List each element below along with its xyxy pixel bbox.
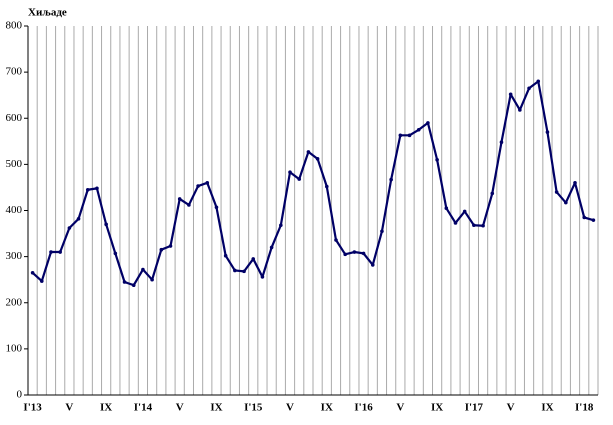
data-point (453, 221, 458, 225)
data-point (380, 229, 384, 234)
data-point (315, 157, 320, 161)
data-point (187, 203, 191, 207)
data-point (104, 222, 108, 227)
data-point (554, 190, 559, 194)
data-point (150, 277, 154, 282)
data-point (39, 279, 44, 283)
x-tick-label: IX (210, 402, 222, 414)
data-point (416, 127, 421, 132)
data-point (398, 133, 403, 138)
x-tick-label: V (396, 402, 404, 414)
data-point (361, 251, 366, 256)
data-point (499, 140, 504, 145)
data-point (76, 217, 81, 221)
y-tick-label: 300 (6, 250, 23, 262)
data-point (233, 268, 237, 273)
y-tick-label: 600 (6, 112, 23, 124)
x-tick-label: V (286, 402, 294, 414)
y-tick-label: 200 (6, 296, 23, 308)
data-point (279, 223, 283, 228)
data-point (242, 269, 246, 274)
data-point (49, 250, 53, 254)
data-point (177, 197, 182, 201)
data-point (58, 250, 62, 254)
data-point (352, 250, 357, 254)
x-tick-label: I'17 (465, 402, 484, 414)
data-point (168, 244, 173, 248)
y-axis-title: Хиљаде (28, 7, 67, 19)
data-point (444, 206, 449, 210)
x-tick-label: V (176, 402, 184, 414)
data-point (214, 205, 219, 210)
data-point (159, 247, 164, 252)
x-tick-label: I'18 (575, 402, 594, 414)
y-tick-label: 400 (6, 204, 23, 216)
data-point (435, 157, 439, 162)
data-point (582, 215, 587, 220)
x-tick-label: IX (321, 402, 333, 414)
x-tick-label: IX (431, 402, 443, 414)
x-tick-label: IX (100, 402, 112, 414)
data-point (370, 263, 375, 267)
data-point (122, 280, 127, 284)
data-point (490, 191, 495, 196)
data-point (141, 267, 145, 272)
y-tick-label: 700 (6, 66, 23, 78)
data-point (30, 270, 35, 275)
y-tick-label: 100 (6, 342, 23, 354)
data-point (251, 257, 256, 261)
data-point (573, 181, 577, 185)
x-tick-label: V (65, 402, 73, 414)
data-point (508, 92, 513, 97)
x-tick-label: I'14 (134, 402, 153, 414)
data-point (462, 209, 467, 214)
x-tick-label: I'13 (23, 402, 42, 414)
data-point (113, 251, 118, 256)
data-point (85, 187, 90, 192)
data-point (196, 184, 200, 188)
data-point (306, 150, 311, 154)
y-tick-label: 800 (6, 20, 23, 32)
y-tick-label: 0 (17, 389, 23, 401)
data-point (260, 275, 265, 279)
y-tick-label: 500 (6, 158, 23, 170)
data-point (426, 121, 430, 125)
data-point (297, 177, 302, 181)
data-point (223, 253, 228, 258)
x-tick-label: IX (541, 402, 553, 414)
data-point (518, 108, 522, 112)
data-point (536, 79, 541, 84)
data-point (269, 245, 274, 250)
data-point (527, 86, 531, 91)
data-point (95, 186, 99, 191)
data-point (324, 184, 329, 189)
data-point (288, 170, 292, 175)
data-point (343, 252, 347, 257)
data-point (407, 133, 412, 138)
x-tick-label: I'15 (244, 402, 263, 414)
data-point (545, 130, 550, 134)
data-point (67, 226, 72, 230)
x-tick-label: I'16 (354, 402, 373, 414)
data-point (131, 283, 136, 288)
data-point (389, 177, 393, 182)
data-point (481, 223, 485, 228)
x-tick-label: V (507, 402, 515, 414)
data-point (334, 238, 338, 242)
data-point (564, 200, 568, 205)
data-point (472, 223, 476, 228)
data-point (205, 181, 210, 185)
data-point (591, 218, 596, 222)
